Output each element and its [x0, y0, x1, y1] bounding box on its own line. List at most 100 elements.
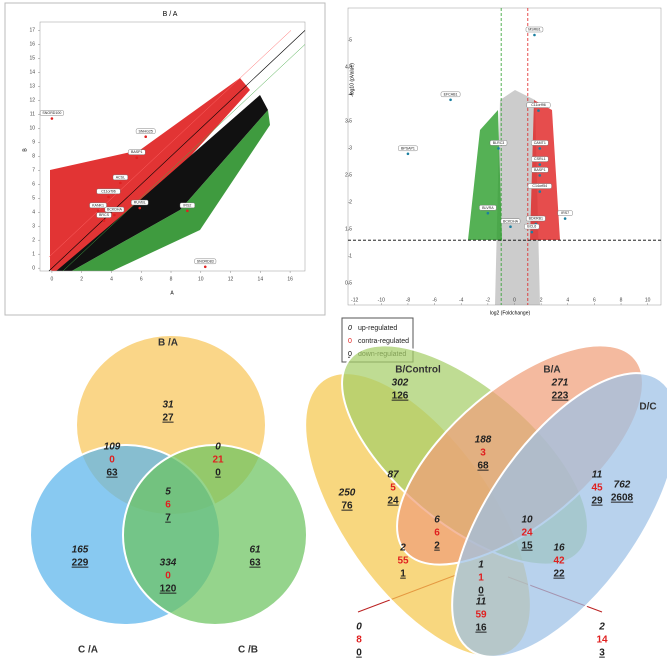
legend-label: up-regulated — [358, 325, 397, 332]
gene-label-box — [479, 204, 497, 211]
region-contra: 5 — [390, 483, 396, 494]
venn-set-label: B /A — [158, 338, 178, 349]
x-tick-label: -2 — [486, 297, 491, 303]
region-contra: 8 — [356, 635, 362, 646]
point — [138, 206, 142, 210]
point — [538, 163, 542, 166]
plot-area — [39, 21, 306, 272]
y-tick-label: 14 — [29, 70, 35, 76]
region-up: 762 — [614, 480, 631, 491]
point — [119, 181, 122, 185]
x-tick-label: 10 — [645, 297, 651, 303]
x-tick-label: 0 — [51, 276, 54, 282]
y-tick-label: 2 — [32, 238, 35, 244]
point — [186, 209, 189, 213]
region-contra: 42 — [553, 556, 565, 567]
gene-label-box — [179, 202, 195, 209]
y-tick-label: 4.5 — [345, 65, 352, 71]
point — [144, 135, 148, 139]
y-tick-label: 3.5 — [345, 119, 352, 125]
venn-diagram — [29, 334, 308, 626]
region-down: 223 — [552, 391, 569, 402]
gene-label-box — [531, 140, 549, 146]
legend-symbol: 0 — [348, 338, 352, 345]
region-up: 109 — [104, 442, 121, 453]
region-contra: 14 — [596, 635, 608, 646]
region-contra: 45 — [591, 483, 603, 494]
legend-symbol: 0 — [348, 351, 352, 358]
y-tick-label: 2 — [349, 200, 352, 206]
region-down: 229 — [72, 558, 89, 569]
gene-label-box — [89, 202, 107, 209]
region-down: 0 — [356, 648, 362, 659]
gene-label: BRCS — [99, 213, 110, 217]
region-up: 31 — [162, 400, 174, 411]
region-contra: 3 — [480, 448, 486, 459]
region-up: 2 — [399, 543, 406, 554]
region-up: 271 — [551, 378, 569, 389]
region-up: 5 — [165, 487, 171, 498]
x-tick-label: 8 — [620, 297, 623, 303]
y-tick-label: 0 — [32, 266, 35, 272]
venn-set-label: B/A — [543, 365, 560, 376]
point — [102, 219, 106, 222]
x-tick-label: 10 — [198, 276, 204, 282]
x-tick-label: -4 — [459, 297, 464, 303]
region-down: 1 — [400, 569, 406, 580]
region-up: 11 — [592, 470, 603, 481]
y-tick-label: 3 — [32, 224, 35, 230]
region-contra: 55 — [397, 556, 409, 567]
legend-symbol: 0 — [348, 325, 352, 332]
x-tick-label: -12 — [351, 297, 358, 303]
gene-label-box — [39, 110, 64, 116]
gene-label-box — [524, 223, 540, 230]
y-tick-label: 4 — [32, 210, 35, 216]
x-tick-label: 6 — [140, 276, 143, 282]
gene-label-box — [398, 145, 418, 152]
point — [563, 217, 567, 220]
point — [449, 98, 452, 102]
point — [538, 147, 542, 150]
gene-label: IRS7 — [561, 211, 569, 215]
gene-label-box — [135, 128, 156, 134]
region-down: 22 — [553, 569, 565, 580]
gene-label: C14orf54 — [532, 184, 547, 188]
x-tick-label: 16 — [287, 276, 293, 282]
region-up: 250 — [338, 488, 356, 499]
x-tick-label: 4 — [110, 276, 113, 282]
region-contra: 24 — [521, 528, 533, 539]
region-down: 63 — [106, 468, 118, 479]
x-tick-label: 8 — [170, 276, 173, 282]
gene-label-box — [131, 199, 149, 206]
chart-title: B / A — [163, 11, 178, 18]
gene-label: SNHG25 — [139, 129, 153, 133]
region-up: 2 — [598, 622, 605, 633]
gene-label: EFCAB1 — [444, 92, 458, 96]
point — [530, 230, 534, 234]
gene-label: CSRL1 — [534, 157, 546, 161]
gene-label: BASP1 — [534, 168, 546, 172]
x-tick-label: 2 — [540, 297, 543, 303]
region-up: 11 — [476, 597, 487, 608]
region-down: 0 — [478, 586, 484, 597]
x-tick-label: 0 — [513, 297, 516, 303]
gene-label: IRS2 — [183, 203, 191, 207]
region-contra: 59 — [475, 610, 487, 621]
plot-area — [347, 7, 662, 306]
gene-label: KANK1 — [92, 203, 104, 207]
gene-label: C11orf96 — [531, 103, 546, 107]
gene-label: C11orf96 — [101, 189, 116, 193]
gene-label-box — [194, 258, 217, 265]
venn-diagram — [304, 344, 667, 658]
region-contra: 6 — [434, 528, 440, 539]
gene-label: BDKRB1 — [529, 217, 543, 221]
y-tick-label: 1 — [32, 252, 35, 258]
gene-label-box — [96, 188, 121, 195]
gene-label: BCKDHA — [107, 208, 123, 212]
x-tick-label: 6 — [593, 297, 596, 303]
y-axis-label: B — [22, 148, 28, 152]
gene-label-box — [526, 215, 546, 222]
region-down: 29 — [591, 496, 603, 507]
y-tick-label: 17 — [29, 28, 35, 34]
